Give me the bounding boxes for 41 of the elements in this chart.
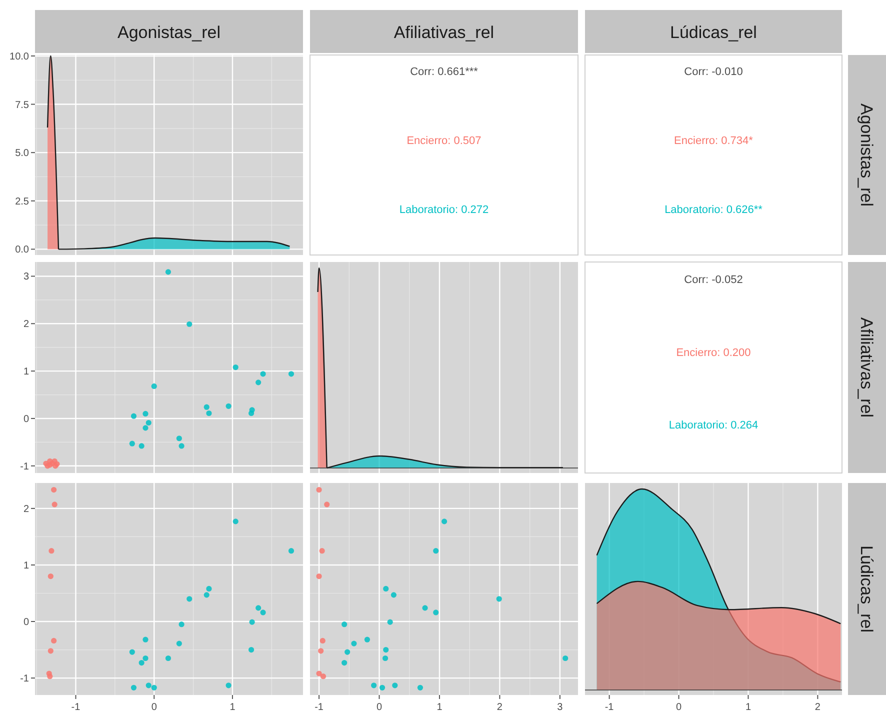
- text: Lúdicas_rel: [670, 23, 757, 42]
- text: Encierro: 0.507: [406, 135, 482, 147]
- y-tick-label: -1: [20, 461, 30, 472]
- chart-title: Agonistas_rel: [117, 23, 221, 42]
- y-tick-label: 0.0: [15, 244, 30, 256]
- text: Laboratorio: 0.264: [668, 420, 758, 432]
- x-tick-label: -1: [314, 702, 324, 713]
- text: Laboratorio: 0.626**: [664, 204, 764, 216]
- x-tick-label: -1: [604, 702, 614, 713]
- x-tick-label: 0: [676, 702, 682, 713]
- x-tick-label: 0: [376, 702, 382, 713]
- x-tick-label: -1: [71, 702, 81, 713]
- x-tick-label: 1: [745, 702, 752, 713]
- text: Agonistas_rel: [857, 103, 876, 207]
- text: Afiliativas_rel: [857, 317, 876, 418]
- y-tick-label: 10.0: [10, 51, 30, 62]
- y-tick-label: 5.0: [15, 148, 30, 160]
- x-tick-label: 3: [557, 702, 564, 713]
- y-tick-label: 1: [23, 366, 30, 378]
- x-tick-label: 2: [814, 702, 821, 713]
- y-tick-label: 3: [23, 272, 30, 283]
- x-tick-label: 0: [151, 702, 158, 713]
- y-tick-label: 0: [23, 414, 30, 425]
- x-tick-label: 1: [230, 702, 236, 713]
- y-tick-label: 2: [23, 319, 30, 330]
- text: Corr: -0.052: [684, 274, 743, 286]
- x-tick-label: 2: [496, 702, 503, 713]
- text: Corr: -0.010: [684, 66, 743, 78]
- y-tick-label: 1: [23, 560, 30, 572]
- x-tick-label: 1: [436, 702, 443, 713]
- text: Encierro: 0.734*: [674, 135, 754, 147]
- y-tick-label: 2: [23, 504, 30, 515]
- text: Laboratorio: 0.272: [399, 204, 489, 216]
- y-tick-label: 0: [23, 617, 30, 628]
- y-tick-label: -1: [20, 674, 30, 685]
- y-tick-label: 2.5: [15, 196, 30, 208]
- text: Encierro: 0.200: [676, 346, 751, 359]
- y-tick-label: 7.5: [15, 100, 30, 111]
- text: Afiliativas_rel: [394, 23, 494, 42]
- text: Corr: 0.661***: [410, 66, 479, 78]
- y2-axis-title: Lúdicas_rel: [857, 546, 876, 632]
